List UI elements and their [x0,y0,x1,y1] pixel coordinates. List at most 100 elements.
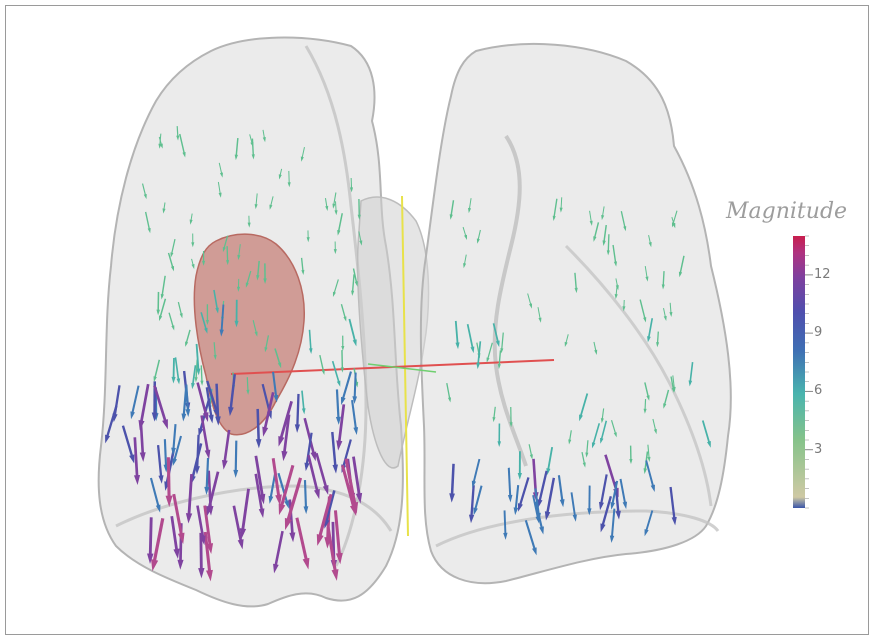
vector-arrow-head [301,408,306,415]
vector-arrow-head [151,412,158,422]
vector-arrow-head [340,396,346,406]
legend-tick-label: 9 [814,325,823,341]
vector-arrow-head [532,547,537,556]
vector-arrow-head [343,316,347,322]
vector-arrow-shaft [195,434,200,471]
vector-arrow-head [476,362,481,370]
vector-arrow-head [354,281,358,287]
vector-arrow-shaft [662,271,665,288]
vector-arrow-shaft [167,252,174,270]
vector-arrow-head [284,517,292,531]
render-viewport[interactable]: Magnitude 3 6 9 12 [5,5,869,635]
vector-arrow-shaft [351,274,355,294]
vector-arrow-head [228,406,234,417]
vector-arrow-head [647,456,651,462]
vector-arrow-head [470,346,475,354]
vector-arrow-head [273,563,279,574]
displacement-vector-field [105,126,711,582]
vector-arrow-head [246,389,250,395]
vector-arrow-shaft [599,474,608,507]
vector-arrow-head [264,347,268,353]
vector-arrow-head [593,236,597,242]
vector-arrow-shaft [172,424,177,452]
vector-arrow-shaft [600,495,612,529]
vector-arrow-shaft [514,484,520,512]
vector-arrow-shaft [303,417,316,458]
vector-arrow-head [572,514,577,522]
vector-arrow-shaft [172,435,182,463]
vector-arrow-head [204,486,210,495]
vector-arrow-shaft [191,365,197,387]
vector-arrow-shaft [454,320,459,347]
vector-arrow-shaft [331,431,337,470]
vector-arrow-shaft [470,485,475,520]
vector-arrow-head [170,252,174,258]
vector-arrow-head [536,512,541,521]
vector-arrow-head [650,484,655,493]
vector-arrow-head [643,468,647,475]
vector-arrow-shaft [139,383,150,426]
vector-arrow-shaft [168,312,175,329]
vector-arrow-head [208,414,214,424]
vector-arrow-shaft [553,198,558,219]
axis-depth [367,363,437,373]
vector-arrow-head [215,416,221,426]
vector-arrow-shaft [450,200,455,218]
vector-arrow-shaft [607,234,610,254]
vector-arrow-head [349,504,357,517]
vector-arrow-shaft [472,458,481,485]
vector-arrow-head [236,286,241,292]
vector-arrow-head [559,499,565,508]
vector-arrow-shaft [486,342,493,361]
vector-arrow-head [162,208,166,214]
vector-arrow-shaft [170,515,179,555]
color-legend-ticks [805,235,813,509]
vector-arrow-head [335,416,341,425]
vector-arrow-shaft [473,485,483,513]
vector-arrow-shaft [524,520,537,553]
vector-arrow-head [486,357,490,363]
vector-arrow-head [185,513,193,524]
vector-arrow-shaft [151,518,165,567]
vector-arrow-head [191,382,195,390]
vector-arrow-head [357,214,361,220]
vector-arrow-head [189,219,193,225]
vector-arrow-head [332,464,338,474]
vector-arrow-shaft [159,298,167,319]
vector-arrow-head [173,548,180,559]
vector-arrow-shaft [235,138,239,158]
vector-arrow-head [185,409,191,417]
vector-arrow-head [574,287,578,294]
vector-arrow-head [647,336,651,343]
vector-arrow-head [601,214,605,221]
vector-arrow-shaft [331,360,341,385]
vector-arrow-head [663,315,667,322]
vector-arrow-head [613,261,618,267]
vector-arrow-head [707,441,711,448]
vector-arrow-shaft [333,510,342,560]
vector-arrow-head [278,174,282,180]
vector-arrow-shaft [301,390,305,412]
vector-arrow-head [497,441,502,448]
vector-arrow-head [206,543,214,555]
vector-arrow-head [172,458,178,466]
vector-arrow-head [609,535,615,543]
vector-arrow-head [171,325,175,331]
vector-arrow-head [213,354,217,360]
vector-arrow-shaft [337,213,343,234]
vector-arrow-shaft [305,432,313,468]
vector-arrow-shaft [610,480,619,507]
vector-arrow-head [139,452,146,462]
vector-arrow-shaft [353,372,357,401]
vector-arrow-head [340,367,344,373]
vector-arrow-shaft [153,385,168,426]
color-legend-title: Magnitude [726,199,848,224]
vector-arrow-head [254,331,258,337]
vector-arrow-shaft [148,517,153,560]
vector-arrow-shaft [450,463,455,499]
vector-arrow-shaft [574,272,578,291]
vector-arrow-shaft [689,362,694,384]
vector-arrow-head [314,489,320,500]
legend-tick-label: 6 [814,383,823,399]
vector-arrow-head [500,348,504,354]
